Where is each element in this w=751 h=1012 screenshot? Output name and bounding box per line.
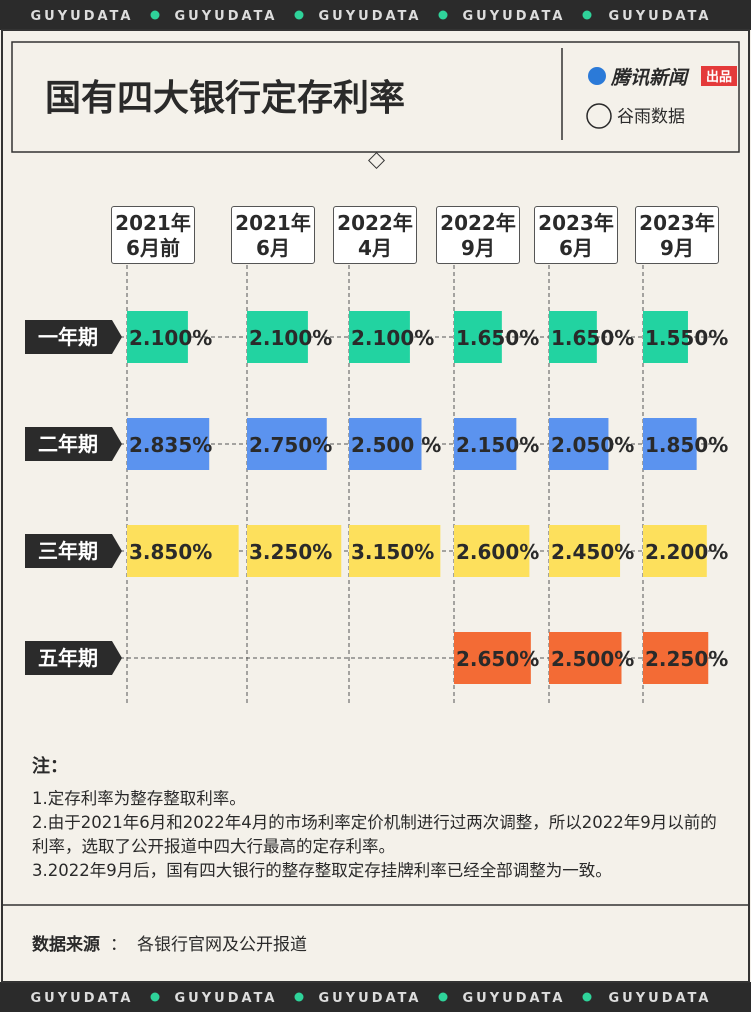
value-label: 2.200% bbox=[645, 540, 728, 564]
banner-dot bbox=[294, 10, 304, 20]
value-label: 2.450% bbox=[551, 540, 634, 564]
diamond bbox=[368, 152, 385, 169]
banner-text: GUYUDATA bbox=[463, 991, 566, 1006]
row-label: 五年期 bbox=[38, 646, 98, 670]
column-header: 2022年 9月 bbox=[436, 206, 520, 264]
value-label: 2.100% bbox=[129, 326, 212, 350]
value-label: 1.650% bbox=[456, 326, 539, 350]
bar bbox=[247, 525, 342, 577]
bar bbox=[549, 418, 609, 470]
title-box bbox=[11, 41, 740, 153]
row-label: 二年期 bbox=[38, 432, 98, 456]
row-label-bg bbox=[25, 641, 122, 675]
frame bbox=[1, 29, 750, 983]
banner-text: GUYUDATA bbox=[319, 9, 422, 24]
value-label: 2.750% bbox=[249, 433, 332, 457]
brand-icon bbox=[588, 67, 606, 85]
value-label: 3.850% bbox=[129, 540, 212, 564]
banner-text: GUYUDATA bbox=[31, 9, 134, 24]
column-header: 2023年 6月 bbox=[534, 206, 618, 264]
value-label: 2.250% bbox=[645, 647, 728, 671]
bar bbox=[643, 418, 697, 470]
banner-text: GUYUDATA bbox=[175, 9, 278, 24]
note-item: 2.由于2021年6月和2022年4月的市场利率定价机制进行过两次调整，所以20… bbox=[32, 813, 717, 856]
brand-name: 腾讯新闻 bbox=[610, 67, 690, 89]
partner-name: 谷雨数据 bbox=[617, 107, 685, 127]
value-label: 2.050% bbox=[551, 433, 634, 457]
bar bbox=[454, 632, 531, 684]
bar bbox=[247, 311, 308, 363]
banner-dot bbox=[150, 10, 160, 20]
partner-icon bbox=[586, 103, 612, 129]
value-label: 1.550% bbox=[645, 326, 728, 350]
row-label: 三年期 bbox=[38, 539, 98, 563]
row-label-bg bbox=[25, 534, 122, 568]
source-sep: ： bbox=[110, 935, 127, 955]
banner-text: GUYUDATA bbox=[319, 991, 422, 1006]
banner-dot bbox=[582, 10, 592, 20]
column-header: 2022年 4月 bbox=[333, 206, 417, 264]
banner-dot bbox=[582, 992, 592, 1002]
banner-text: GUYUDATA bbox=[609, 991, 712, 1006]
value-label: 2.500% bbox=[551, 647, 634, 671]
bar bbox=[349, 525, 441, 577]
bar bbox=[549, 311, 597, 363]
banner-text: GUYUDATA bbox=[609, 9, 712, 24]
bar bbox=[349, 311, 410, 363]
bar bbox=[643, 311, 688, 363]
value-label: 2.835% bbox=[129, 433, 212, 457]
row-label: 一年期 bbox=[38, 325, 98, 349]
brand-tag-bg bbox=[701, 66, 737, 86]
source: 数据来源 ： 各银行官网及公开报道 bbox=[32, 930, 307, 955]
bar bbox=[549, 632, 622, 684]
bar bbox=[454, 418, 517, 470]
top-banner bbox=[0, 0, 751, 30]
bar bbox=[643, 525, 707, 577]
banner-dot bbox=[150, 992, 160, 1002]
column-header: 2023年 9月 bbox=[635, 206, 719, 264]
bar bbox=[349, 418, 422, 470]
banner-dot bbox=[294, 992, 304, 1002]
value-label: 1.850% bbox=[645, 433, 728, 457]
value-label: 2.150% bbox=[456, 433, 539, 457]
bottom-banner bbox=[0, 982, 751, 1012]
bar bbox=[127, 311, 188, 363]
value-label: 2.100% bbox=[249, 326, 332, 350]
value-label: 2.600% bbox=[456, 540, 539, 564]
banner-text: GUYUDATA bbox=[31, 991, 134, 1006]
value-label: 2.500 % bbox=[351, 433, 441, 457]
chart-title: 国有四大银行定存利率 bbox=[45, 78, 405, 119]
bar bbox=[549, 525, 621, 577]
value-label: 2.650% bbox=[456, 647, 539, 671]
banner-dot bbox=[438, 992, 448, 1002]
banner-text: GUYUDATA bbox=[463, 9, 566, 24]
row-label-bg bbox=[25, 320, 122, 354]
note-item: 1.定存利率为整存整取利率。 bbox=[32, 789, 246, 808]
column-header: 2021年 6月 bbox=[231, 206, 315, 264]
banner-text: GUYUDATA bbox=[175, 991, 278, 1006]
bar bbox=[454, 525, 530, 577]
value-label: 1.650% bbox=[551, 326, 634, 350]
column-header: 2021年 6月前 bbox=[111, 206, 195, 264]
banner-dot bbox=[438, 10, 448, 20]
note-item: 3.2022年9月后，国有四大银行的整存整取定存挂牌利率已经全部调整为一致。 bbox=[32, 861, 612, 880]
notes: 注： 1.定存利率为整存整取利率。 2.由于2021年6月和2022年4月的市场利… bbox=[32, 755, 727, 883]
bar bbox=[127, 418, 210, 470]
source-label: 数据来源 bbox=[32, 935, 100, 955]
bar bbox=[643, 632, 709, 684]
value-label: 3.250% bbox=[249, 540, 332, 564]
brand-tag: 出品 bbox=[706, 69, 732, 85]
bar bbox=[247, 418, 327, 470]
bar bbox=[127, 525, 239, 577]
source-text: 各银行官网及公开报道 bbox=[137, 935, 307, 955]
notes-heading: 注： bbox=[32, 756, 68, 777]
value-label: 3.150% bbox=[351, 540, 434, 564]
value-label: 2.100% bbox=[351, 326, 434, 350]
bar bbox=[454, 311, 502, 363]
row-label-bg bbox=[25, 427, 122, 461]
